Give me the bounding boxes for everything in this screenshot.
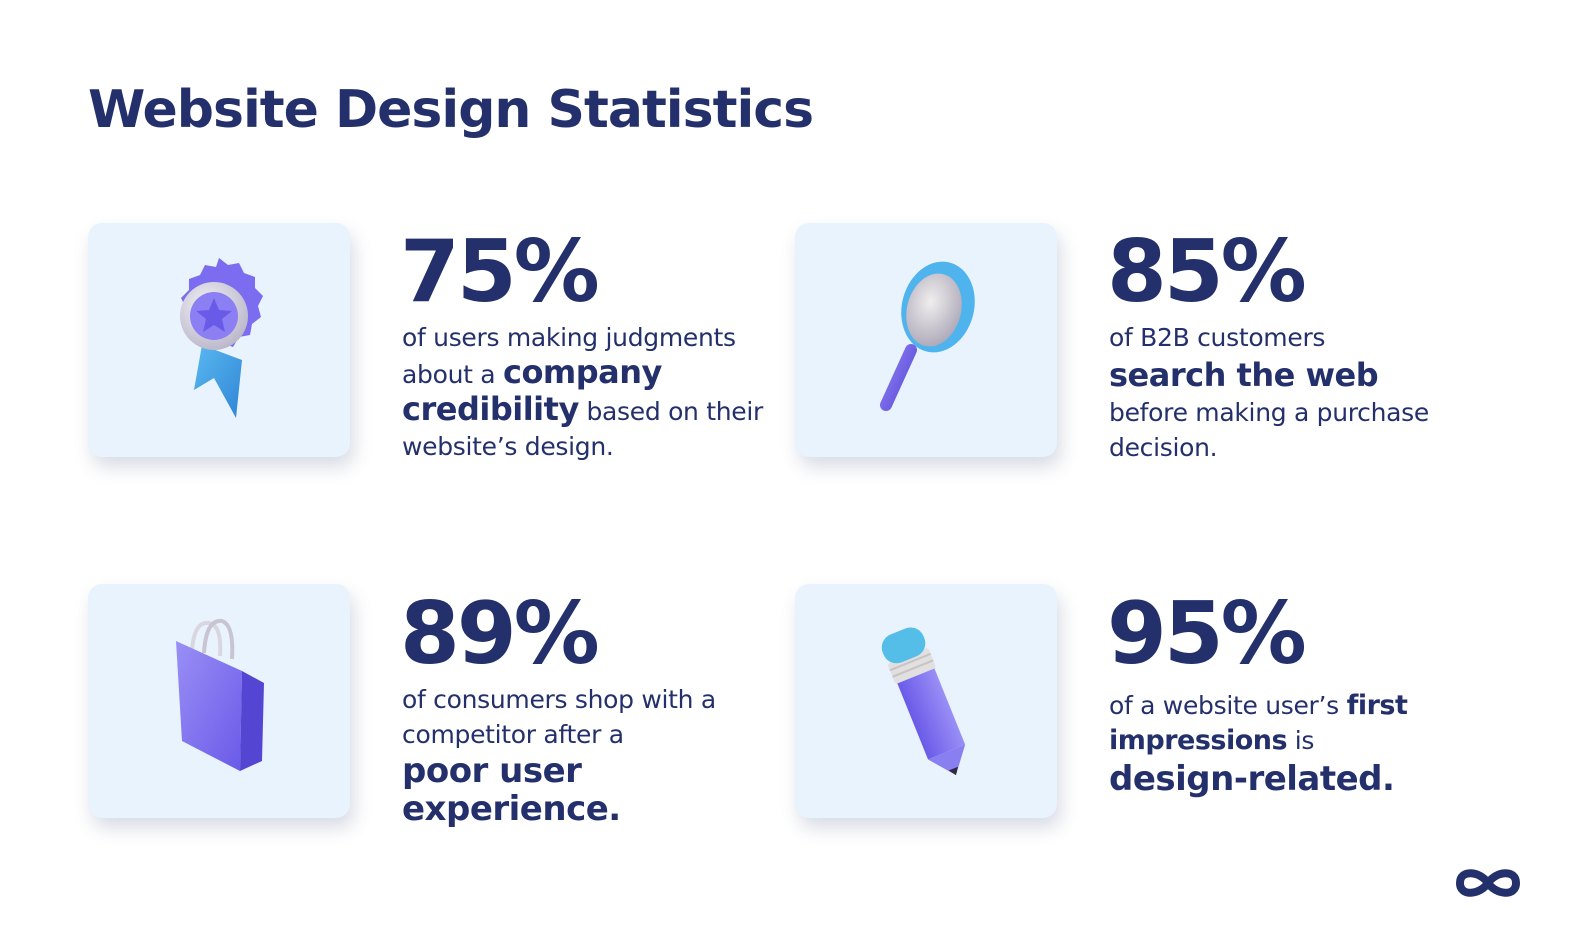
shopping-bag-icon [176, 618, 264, 771]
pencil-icon [881, 627, 966, 776]
stat-text: based on their website’s design. [402, 397, 764, 461]
stat-percent: 85% [1107, 222, 1307, 322]
stat-highlight: poor user experience. [402, 751, 621, 829]
stat-highlight: search the web [1109, 356, 1379, 394]
stat-text: is [1294, 726, 1315, 755]
stat-description: of a website user’s first impressions is… [1109, 688, 1479, 798]
stat-text: of consumers shop with a competitor afte… [402, 685, 716, 749]
stat-card-pencil [795, 584, 1057, 818]
stat-text: of users making judgments about a [402, 323, 736, 389]
stat-text: of B2B customers [1109, 323, 1326, 352]
stat-percent: 75% [400, 222, 600, 322]
stat-percent: 95% [1107, 584, 1307, 684]
stat-description: of B2B customers search the web before m… [1109, 320, 1479, 465]
stat-description: of consumers shop with a competitor afte… [402, 682, 772, 828]
stat-card-award [88, 223, 350, 457]
stat-text: of a website user’s [1109, 691, 1339, 720]
stat-highlight: design-related. [1109, 759, 1395, 799]
page-title: Website Design Statistics [88, 80, 814, 140]
stat-block-95: 95% of a website user’s first impression… [1107, 584, 1479, 798]
stat-card-shopping [88, 584, 350, 818]
stat-percent: 89% [400, 584, 600, 684]
stat-card-search [795, 223, 1057, 457]
stat-block-85: 85% of B2B customers search the web befo… [1107, 222, 1479, 465]
infinity-logo-icon [1452, 863, 1524, 907]
magnifying-glass-icon [880, 261, 975, 411]
stat-block-89: 89% of consumers shop with a competitor … [400, 584, 772, 828]
stat-block-75: 75% of users making judgments about a co… [400, 222, 772, 464]
stat-highlight: first impressions [1109, 690, 1408, 756]
stat-highlight: company credibility [402, 353, 662, 428]
stat-text: before making a purchase decision. [1109, 398, 1429, 462]
award-ribbon-icon [180, 258, 263, 418]
stat-description: of users making judgments about a compan… [402, 320, 772, 464]
